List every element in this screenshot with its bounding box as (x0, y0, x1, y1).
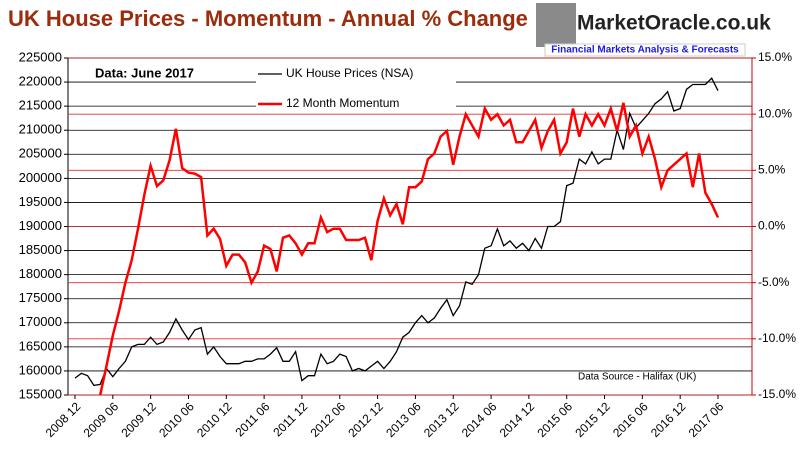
x-tick-label: 2012 12 (345, 399, 386, 440)
y2-tick-label: -15.0% (758, 387, 796, 401)
y-tick-label: 190000 (19, 218, 62, 233)
y2-tick-label: 0.0% (758, 219, 786, 233)
x-tick-label: 2014 06 (459, 399, 500, 440)
y2-tick-label: -5.0% (758, 275, 790, 289)
annotation: Data: June 2017 (95, 65, 194, 80)
y-tick-label: 175000 (19, 290, 62, 305)
y2-tick-label: 15.0% (758, 50, 792, 64)
legend-bg (256, 65, 456, 83)
y-tick-label: 170000 (19, 314, 62, 329)
x-tick-label: 2013 12 (421, 399, 462, 440)
series-line (74, 77, 719, 387)
legend-bg (256, 95, 456, 113)
series-line (98, 102, 720, 396)
x-tick-label: 2015 06 (534, 399, 575, 440)
x-tick-label: 2008 12 (43, 399, 84, 440)
y-tick-label: 155000 (19, 386, 62, 401)
y-tick-label: 215000 (19, 98, 62, 113)
x-tick-label: 2016 06 (610, 399, 651, 440)
y-tick-label: 200000 (19, 170, 62, 185)
x-tick-label: 2010 12 (194, 399, 235, 440)
y-tick-label: 225000 (19, 49, 62, 64)
x-tick-label: 2009 06 (81, 399, 122, 440)
x-tick-label: 2012 06 (308, 399, 349, 440)
x-tick-label: 2013 06 (383, 399, 424, 440)
y-tick-label: 185000 (19, 242, 62, 257)
x-tick-label: 2009 12 (118, 399, 159, 440)
logo-tagline: Financial Markets Analysis & Forecasts (551, 45, 739, 56)
logo-tag-box (544, 43, 746, 57)
y2-tick-label: 5.0% (758, 163, 786, 177)
y-tick-label: 205000 (19, 146, 62, 161)
legend-label: UK House Prices (NSA) (286, 66, 413, 80)
y-tick-label: 180000 (19, 266, 62, 281)
legend-label: 12 Month Momentum (286, 96, 399, 110)
y-tick-label: 195000 (19, 194, 62, 209)
source: Data Source - Halifax (UK) (578, 372, 696, 383)
logo-name: MarketOracle.co.uk (577, 12, 771, 35)
y-tick-label: 220000 (19, 74, 62, 89)
y-tick-label: 160000 (19, 362, 62, 377)
y2-tick-label: -10.0% (758, 331, 796, 345)
x-tick-label: 2017 06 (686, 399, 727, 440)
x-tick-label: 2015 12 (572, 399, 613, 440)
x-tick-label: 2014 12 (497, 399, 538, 440)
x-tick-label: 2010 06 (156, 399, 197, 440)
y2-tick-label: 10.0% (758, 106, 792, 120)
x-tick-label: 2011 06 (233, 399, 273, 439)
logo-image (536, 3, 576, 47)
y-tick-label: 165000 (19, 338, 62, 353)
y-tick-label: 210000 (19, 122, 62, 137)
x-tick-label: 2016 12 (648, 399, 689, 440)
chart-title: UK House Prices - Momentum - Annual % Ch… (8, 6, 528, 31)
x-tick-label: 2011 12 (270, 399, 310, 439)
